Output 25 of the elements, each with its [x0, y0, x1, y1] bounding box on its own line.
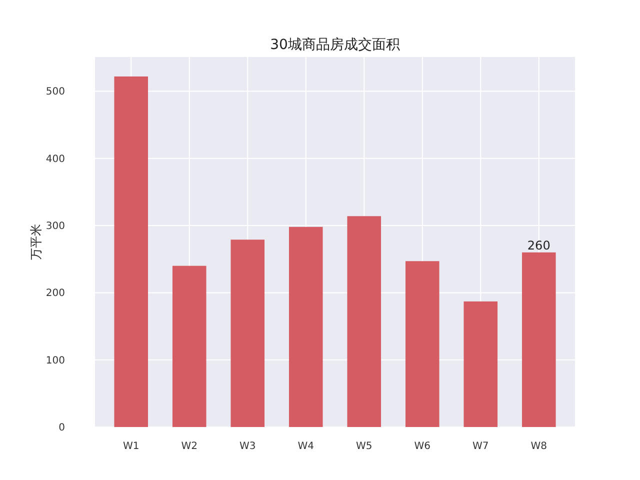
y-tick-label: 0	[58, 422, 65, 434]
bar	[114, 76, 148, 427]
x-tick-label: W5	[356, 441, 372, 452]
bar	[347, 216, 382, 427]
bar	[464, 301, 498, 427]
bar	[230, 240, 265, 427]
y-tick-label: 400	[46, 154, 65, 165]
x-tick-label: W3	[239, 441, 256, 452]
bar	[172, 266, 206, 427]
y-tick-label: 200	[46, 288, 65, 300]
x-tick-label: W4	[298, 441, 314, 452]
y-tick-label: 500	[46, 86, 65, 98]
bar	[288, 226, 323, 427]
x-tick-label: W8	[530, 441, 548, 452]
y-axis-title: 万平米	[29, 224, 43, 260]
x-tick-label: W2	[181, 441, 198, 452]
data-label: 260	[527, 238, 550, 252]
bar	[522, 252, 556, 427]
chart-title: 30城商品房成交面积	[270, 37, 400, 53]
x-tick-label: W1	[122, 441, 140, 452]
y-tick-label: 300	[46, 221, 65, 232]
bar	[405, 261, 440, 427]
y-tick-label: 100	[46, 355, 65, 366]
x-tick-label: W6	[414, 441, 431, 452]
x-tick-label: W7	[472, 441, 489, 452]
